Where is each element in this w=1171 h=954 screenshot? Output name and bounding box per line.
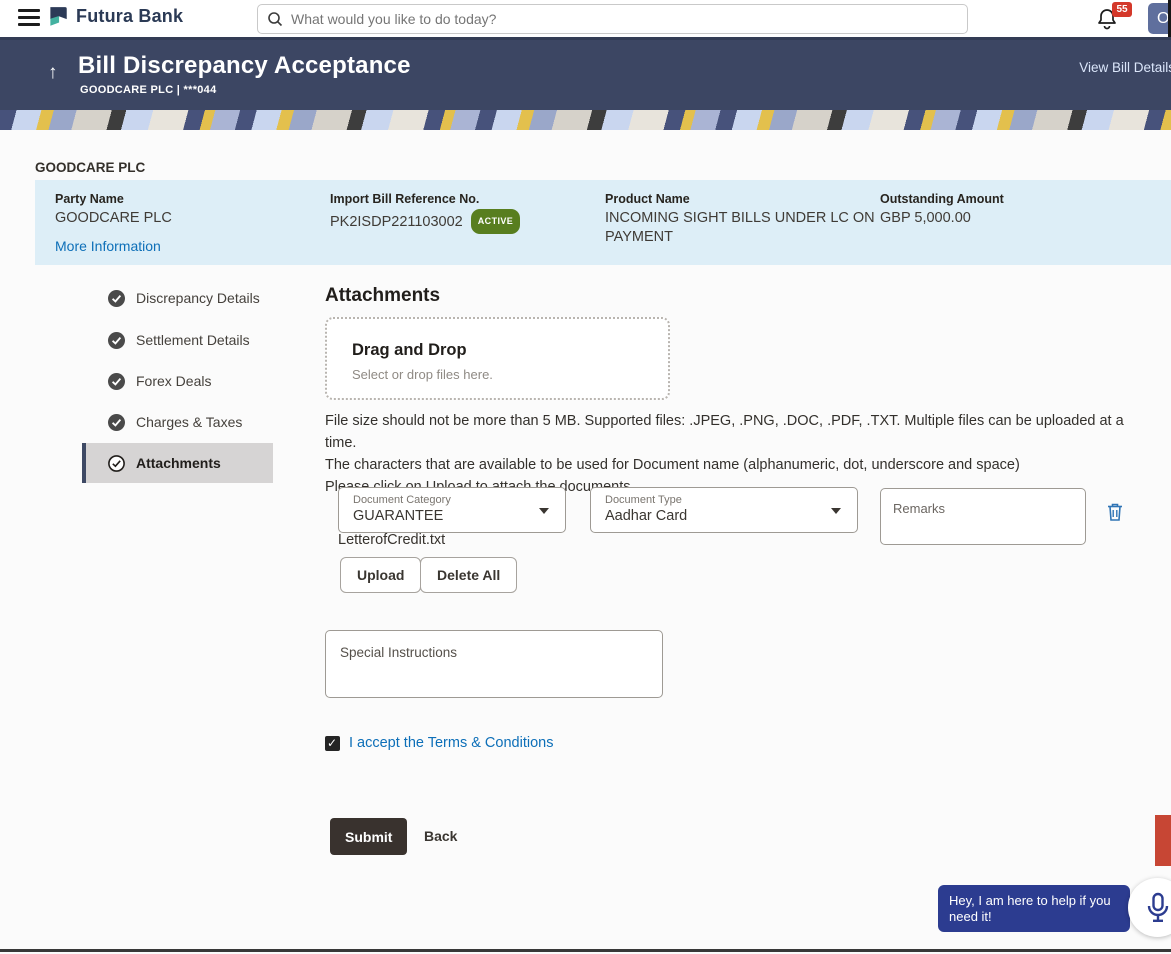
step-charges-taxes[interactable]: Charges & Taxes	[82, 402, 273, 442]
page-subtitle: GOODCARE PLC | ***044	[80, 84, 217, 96]
chevron-down-icon	[831, 508, 841, 514]
chat-help-bubble: Hey, I am here to help if you need it!	[938, 885, 1130, 932]
dropzone-subtitle: Select or drop files here.	[352, 367, 493, 382]
step-forex-deals[interactable]: Forex Deals	[82, 361, 273, 401]
step-settlement-details[interactable]: Settlement Details	[82, 320, 273, 360]
microphone-icon	[1147, 892, 1168, 922]
attachments-heading: Attachments	[325, 285, 441, 306]
upload-button[interactable]: Upload	[340, 557, 422, 593]
terms-checkbox[interactable]	[325, 735, 340, 751]
special-instructions-input[interactable]	[325, 630, 663, 698]
page-title-band: ↑ Bill Discrepancy Acceptance GOODCARE P…	[0, 37, 1171, 110]
import-bill-reference-field: Import Bill Reference No. PK2ISDP2211030…	[330, 192, 521, 234]
upload-info-text: File size should not be more than 5 MB. …	[325, 413, 1124, 495]
file-dropzone[interactable]: Drag and Drop Select or drop files here.	[325, 317, 670, 400]
check-circle-outline-icon	[108, 454, 125, 472]
brand-name: Futura Bank	[76, 6, 184, 26]
status-badge: ACTIVE	[470, 209, 521, 234]
dropzone-title: Drag and Drop	[352, 341, 467, 359]
voice-assistant-button[interactable]	[1128, 878, 1171, 937]
decorative-banner	[0, 110, 1171, 130]
terms-prefix: I accept the	[349, 735, 428, 751]
chevron-down-icon	[539, 508, 549, 514]
check-circle-icon	[108, 372, 125, 390]
view-bill-details-link[interactable]: View Bill Details	[1079, 60, 1171, 75]
feedback-side-tab[interactable]	[1155, 815, 1171, 866]
step-discrepancy-details[interactable]: Discrepancy Details	[82, 278, 273, 318]
search-input[interactable]	[291, 11, 911, 27]
check-circle-icon	[108, 331, 125, 349]
window-edge	[1168, 0, 1171, 37]
outstanding-amount-field: Outstanding Amount GBP 5,000.00	[880, 192, 1004, 226]
delete-all-button[interactable]: Delete All	[420, 557, 518, 593]
back-up-arrow-icon[interactable]: ↑	[48, 62, 58, 83]
document-category-dropdown[interactable]: Document Category GUARANTEE	[338, 487, 566, 533]
search-icon	[268, 12, 283, 27]
party-summary-panel: Party Name GOODCARE PLC Import Bill Refe…	[35, 180, 1171, 265]
terms-conditions-link[interactable]: Terms & Conditions	[427, 735, 554, 751]
step-attachments[interactable]: Attachments	[82, 443, 273, 483]
check-circle-icon	[108, 289, 125, 307]
more-information-link[interactable]: More Information	[55, 238, 161, 254]
notification-bell-icon[interactable]	[1096, 7, 1118, 31]
futura-bank-logo-icon[interactable]	[46, 5, 70, 31]
remarks-input[interactable]	[880, 488, 1086, 545]
notification-count-badge: 55	[1112, 2, 1132, 17]
check-circle-icon	[108, 413, 125, 431]
terms-checkbox-row[interactable]: I accept the Terms & Conditions	[325, 735, 553, 751]
search-box[interactable]	[257, 4, 968, 34]
party-heading: GOODCARE PLC	[35, 160, 146, 175]
uploaded-file-name: LetterofCredit.txt	[338, 532, 446, 548]
user-avatar-button[interactable]: O	[1148, 3, 1171, 34]
hamburger-menu-icon[interactable]	[18, 9, 40, 27]
delete-row-trash-icon[interactable]	[1106, 502, 1124, 522]
document-type-dropdown[interactable]: Document Type Aadhar Card	[590, 487, 858, 533]
party-name-field: Party Name GOODCARE PLC	[55, 192, 172, 226]
submit-button[interactable]: Submit	[330, 818, 408, 855]
top-header: Futura Bank 55 O	[0, 0, 1171, 37]
page-title: Bill Discrepancy Acceptance	[78, 52, 411, 79]
back-button[interactable]: Back	[424, 828, 458, 844]
product-name-field: Product Name INCOMING SIGHT BILLS UNDER …	[605, 192, 875, 245]
window-bottom-edge	[0, 949, 1171, 952]
